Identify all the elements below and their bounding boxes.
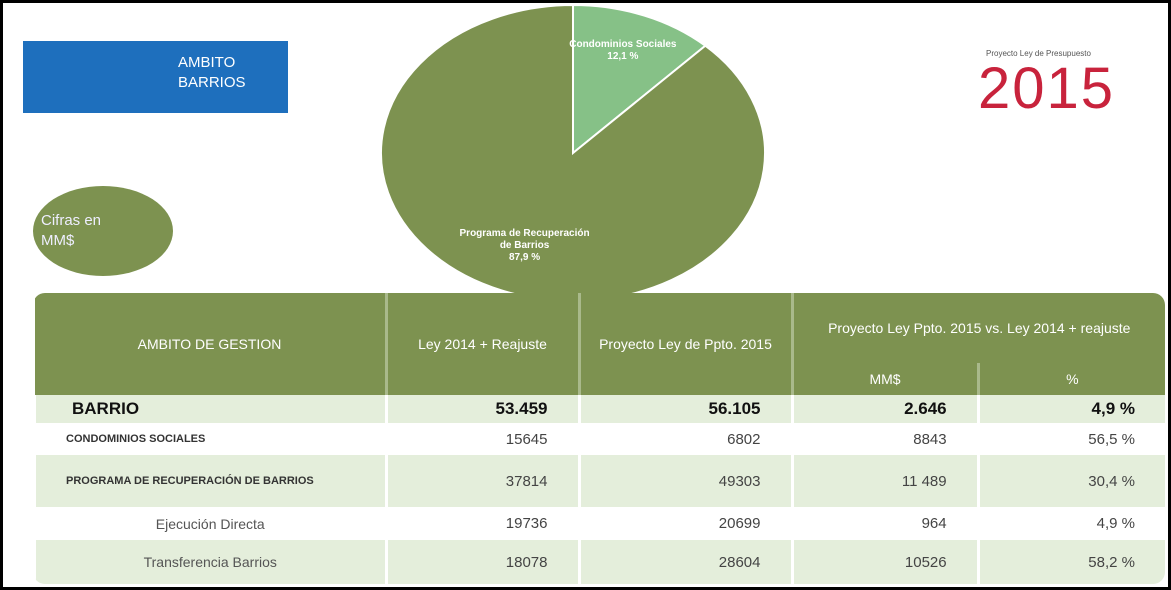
caption: Proyecto Ley de Presupuesto	[986, 49, 1091, 58]
table-row: BARRIO 53.459 56.105 2.646 4,9 %	[33, 395, 1165, 423]
table-cell: Ejecución Directa	[33, 507, 386, 540]
table-row: Transferencia Barrios 18078 28604 10526 58,2…	[33, 540, 1165, 584]
slice-label: Condominios Sociales 12,1 %	[553, 39, 693, 63]
table-cell: 58,2 %	[976, 540, 1165, 584]
table-cell: 28604	[577, 540, 792, 584]
table-cell: 10526	[790, 540, 979, 584]
table-row: PROGRAMA DE RECUPERACIÓN DE BARRIOS 37814…	[33, 455, 1165, 507]
table-cell: 49303	[577, 455, 792, 507]
table-cell: 18078	[384, 540, 579, 584]
section-title: AMBITO BARRIOS	[178, 54, 246, 91]
table-row: CONDOMINIOS SOCIALES 15645 6802 8843 56,5 %	[33, 423, 1165, 455]
units: Cifras en MM$	[41, 212, 102, 249]
table-cell: 6802	[577, 423, 792, 455]
table-cell: 4,9 %	[976, 395, 1165, 423]
slice-value: 87,9 %	[508, 252, 541, 264]
table-cell: 20699	[577, 507, 792, 540]
table-cell: 11 489	[790, 455, 979, 507]
table-cell: 19736	[384, 507, 579, 540]
slice-label: Programa de Recuperación de Barrios 87,9 …	[455, 228, 595, 264]
section-box: AMBITO BARRIOS	[23, 41, 288, 113]
table-cell: 4,9 %	[976, 507, 1165, 540]
year: 2015	[978, 56, 1116, 121]
table-cell: 964	[790, 507, 979, 540]
pie-slice	[380, 3, 766, 302]
subheader-cell: MM$	[790, 363, 979, 395]
table-cell: 30,4 %	[976, 455, 1165, 507]
table-cell: CONDOMINIOS SOCIALES	[33, 423, 386, 455]
table-cell: 56.105	[577, 395, 792, 423]
header-cell: Proyecto Ley Ppto. 2015 vs. Ley 2014 + r…	[790, 293, 1165, 363]
header-cell: Proyecto Ley de Ppto. 2015	[577, 293, 792, 395]
table-row: Ejecución Directa 19736 20699 964 4,9 %	[33, 507, 1165, 540]
table-cell: 15645	[384, 423, 579, 455]
header-cell: AMBITO DE GESTION	[34, 293, 386, 395]
table: AMBITO DE GESTION Ley 2014 + Reajuste Pr…	[33, 293, 1165, 584]
pie-chart	[380, 3, 766, 302]
pie-slice	[572, 3, 707, 156]
table-cell: BARRIO	[33, 395, 386, 423]
header-cell: Ley 2014 + Reajuste	[384, 293, 579, 395]
table-cell: PROGRAMA DE RECUPERACIÓN DE BARRIOS	[33, 455, 386, 507]
subheader-cell: %	[976, 363, 1165, 395]
units-badge: Cifras en MM$	[33, 186, 173, 276]
slice-value: 12,1 %	[607, 50, 639, 62]
table-cell: 56,5 %	[976, 423, 1165, 455]
table-cell: 53.459	[384, 395, 579, 423]
slice-name: Condominios Sociales	[569, 38, 677, 50]
table-cell: 37814	[384, 455, 579, 507]
slice-name: Programa de Recuperación de Barrios	[459, 228, 590, 252]
table-cell: 8843	[790, 423, 979, 455]
table-cell: 2.646	[790, 395, 979, 423]
table-cell: Transferencia Barrios	[33, 540, 386, 584]
